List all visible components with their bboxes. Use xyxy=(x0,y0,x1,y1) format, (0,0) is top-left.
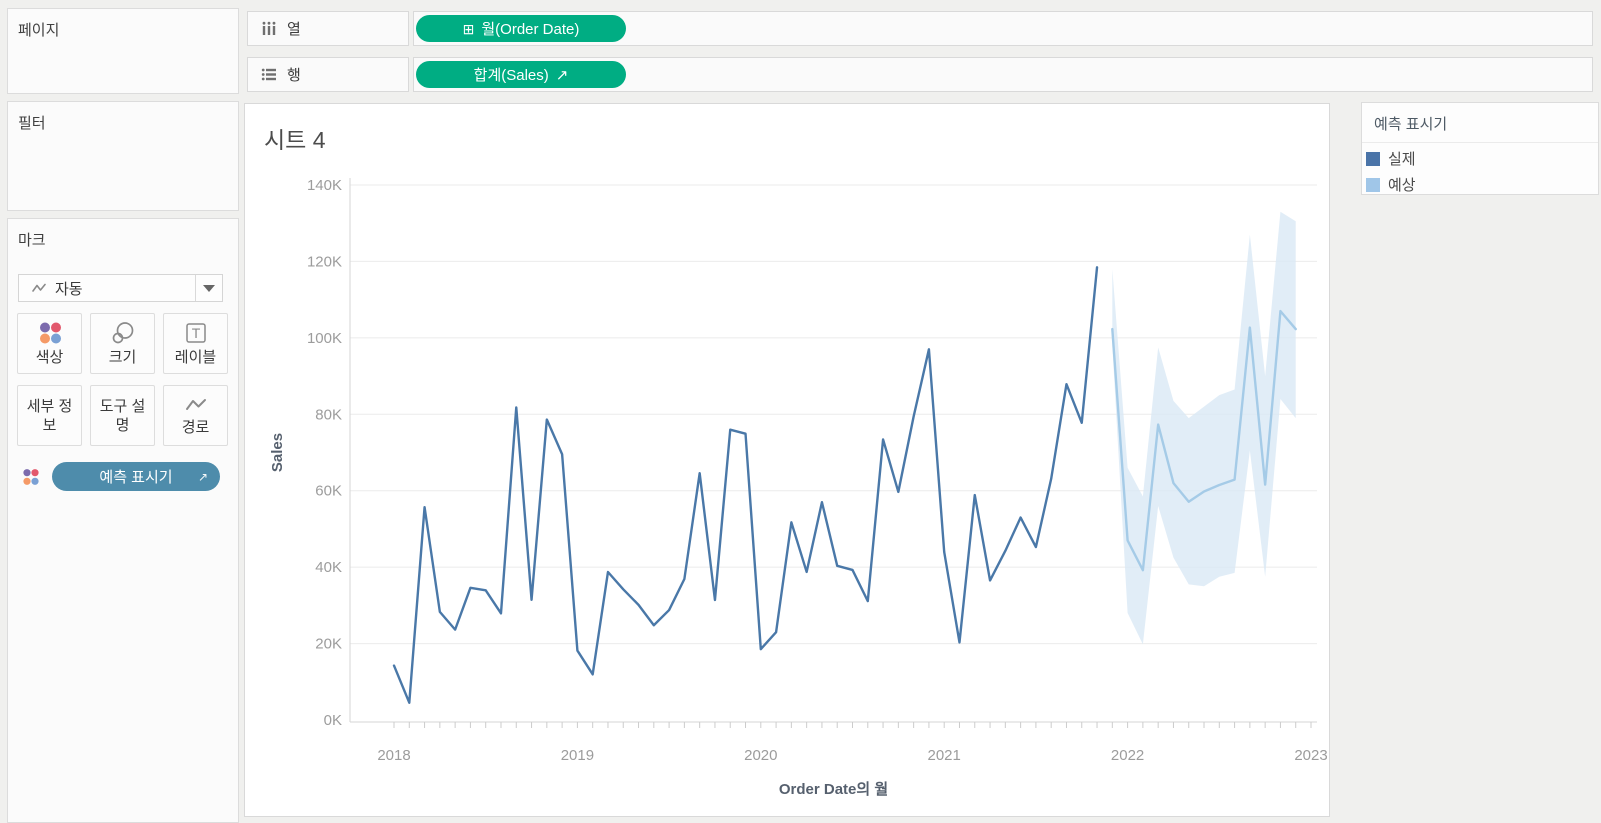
svg-text:T: T xyxy=(191,325,200,341)
marks-forecast-row: 예측 표시기 ↗ xyxy=(22,462,220,491)
actual-swatch xyxy=(1366,151,1380,166)
columns-shelf-label: 열 xyxy=(287,21,301,38)
label-button[interactable]: T 레이블 xyxy=(163,313,228,374)
svg-text:140K: 140K xyxy=(307,177,342,194)
pages-shelf-label: 페이지 xyxy=(18,22,60,39)
columns-shelf-header: 열 xyxy=(247,11,409,46)
path-button[interactable]: 경로 xyxy=(163,385,228,446)
marks-card: 마크 자동 색상 크기 xyxy=(7,218,239,823)
rows-shelf-header: 행 xyxy=(247,57,409,92)
color-button-label: 색상 xyxy=(35,348,64,366)
svg-text:20K: 20K xyxy=(315,636,342,653)
svg-text:2021: 2021 xyxy=(928,747,961,764)
pages-shelf[interactable]: 페이지 xyxy=(7,8,239,94)
size-button-label: 크기 xyxy=(108,348,137,366)
path-wave-icon xyxy=(184,395,208,415)
svg-text:Order Date의 월: Order Date의 월 xyxy=(779,780,888,798)
expand-plus-icon[interactable]: ⊞ xyxy=(462,20,475,37)
filters-shelf-label: 필터 xyxy=(18,115,46,132)
rows-shelf[interactable]: 합계(Sales) ↗ xyxy=(413,57,1593,92)
svg-text:40K: 40K xyxy=(315,559,342,576)
worksheet-view: 시트 4 2018 2019 2020 2021 2022 2023 0K 20K 40K 60K… xyxy=(244,103,1330,817)
filters-shelf[interactable]: 필터 xyxy=(7,101,239,211)
color-button[interactable]: 색상 xyxy=(17,313,82,374)
svg-text:Sales: Sales xyxy=(269,433,286,472)
legend-item-actual[interactable]: 실제 xyxy=(1366,148,1598,169)
svg-text:2020: 2020 xyxy=(744,747,777,764)
detail-button[interactable]: 세부 정보 xyxy=(17,385,82,446)
tooltip-button[interactable]: 도구 설명 xyxy=(90,385,155,446)
size-circles-icon xyxy=(111,321,135,345)
columns-shelf[interactable]: ⊞ 월(Order Date) xyxy=(413,11,1593,46)
legend-title: 예측 표시기 xyxy=(1374,116,1448,133)
estimate-swatch xyxy=(1366,177,1380,192)
legend-divider xyxy=(1362,142,1598,143)
columns-pill-label: 월(Order Date) xyxy=(481,21,580,38)
forecast-indicator-pill[interactable]: 예측 표시기 ↗ xyxy=(52,462,220,491)
rows-shelf-label: 행 xyxy=(287,67,301,84)
sheet-title: 시트 4 xyxy=(264,127,326,153)
marks-buttons: 색상 크기 T 레이블 세부 정보 도구 설명 xyxy=(17,313,229,448)
svg-text:0K: 0K xyxy=(324,712,342,729)
columns-icon xyxy=(261,21,277,36)
line-squiggle-icon xyxy=(32,282,46,294)
path-button-label: 경로 xyxy=(181,418,210,436)
svg-text:2023: 2023 xyxy=(1294,747,1327,764)
forecast-arrow-icon: ↗ xyxy=(197,469,208,484)
rows-pill-sales[interactable]: 합계(Sales) ↗ xyxy=(416,61,626,88)
forecast-indicator-pill-label: 예측 표시기 xyxy=(99,469,173,486)
legend-item-actual-label: 실제 xyxy=(1388,151,1416,168)
svg-text:2019: 2019 xyxy=(561,747,594,764)
svg-text:60K: 60K xyxy=(315,483,342,500)
forecast-legend: 예측 표시기 실제 예상 xyxy=(1361,102,1599,195)
legend-item-estimate-label: 예상 xyxy=(1388,177,1416,194)
svg-text:80K: 80K xyxy=(315,406,342,423)
mark-type-value: 자동 xyxy=(55,280,83,298)
forecast-arrow-icon: ↗ xyxy=(555,66,569,84)
svg-text:100K: 100K xyxy=(307,330,342,347)
label-button-label: 레이블 xyxy=(174,348,217,366)
columns-pill-order-date[interactable]: ⊞ 월(Order Date) xyxy=(416,15,626,42)
svg-text:120K: 120K xyxy=(307,253,342,270)
legend-item-estimate[interactable]: 예상 xyxy=(1366,174,1598,195)
svg-text:2022: 2022 xyxy=(1111,747,1144,764)
size-button[interactable]: 크기 xyxy=(90,313,155,374)
rows-pill-label: 합계(Sales) xyxy=(473,67,549,84)
chart-svg[interactable]: 2018 2019 2020 2021 2022 2023 0K 20K 40K 60K 80K 10… xyxy=(245,104,1331,818)
svg-text:2018: 2018 xyxy=(377,747,410,764)
mark-type-dropdown[interactable]: 자동 xyxy=(18,274,223,302)
rows-icon xyxy=(261,67,277,82)
chevron-down-icon xyxy=(203,284,215,292)
detail-button-label: 세부 정보 xyxy=(26,397,73,434)
marks-card-label: 마크 xyxy=(18,232,46,249)
label-t-icon: T xyxy=(184,321,208,345)
color-dots-icon xyxy=(38,321,62,345)
mark-type-caret[interactable] xyxy=(195,275,222,301)
color-shelf-icon xyxy=(22,468,40,486)
tooltip-button-label: 도구 설명 xyxy=(99,397,146,434)
